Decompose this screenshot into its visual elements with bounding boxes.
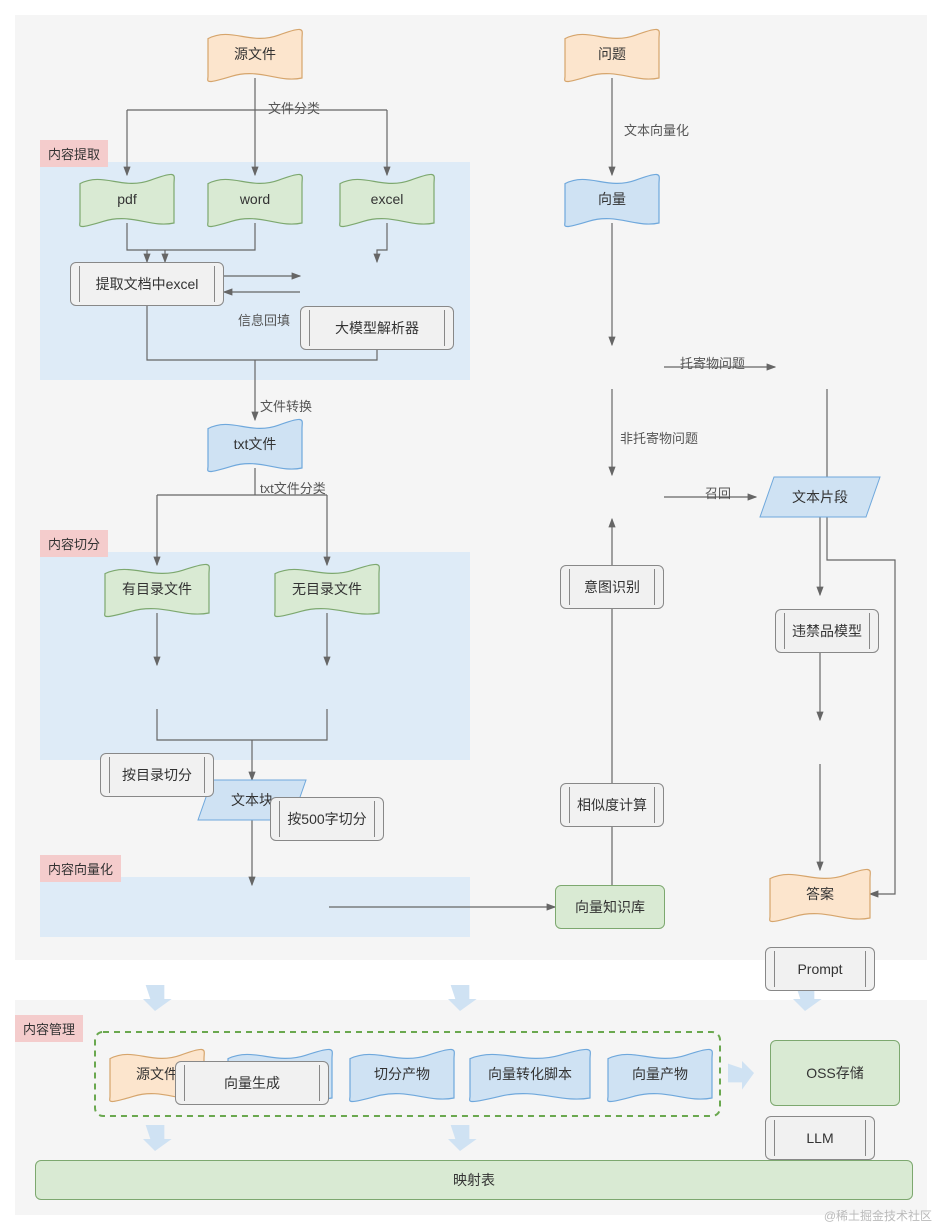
section-split-bg: [40, 552, 470, 760]
vecdb: 向量知识库: [555, 885, 665, 929]
split_dir: 按目录切分: [100, 753, 214, 797]
edge-label-info_backfill: 信息回填: [238, 310, 290, 329]
edge-label-consign: 托寄物问题: [680, 353, 745, 372]
edge-label-non_consign: 非托寄物问题: [620, 428, 698, 447]
edge-label-recall: 召回: [705, 483, 731, 502]
edge-label-text_vec: 文本向量化: [624, 120, 689, 139]
intent: 意图识别: [560, 565, 664, 609]
split_500: 按500字切分: [270, 797, 384, 841]
edge-label-file_convert: 文件转换: [260, 396, 312, 415]
contraband: 违禁品模型: [775, 609, 879, 653]
prompt: Prompt: [765, 947, 875, 991]
section-manage-label: 内容管理: [15, 1015, 83, 1042]
section-vectorize-bg: [40, 877, 470, 937]
section-vectorize-label: 内容向量化: [40, 855, 121, 882]
extract_excel: 提取文档中excel: [70, 262, 224, 306]
diagram-canvas: { "colors": { "page_bg": "#ffffff", "pan…: [0, 0, 942, 1230]
vecgen: 向量生成: [175, 1061, 329, 1105]
section-split-label: 内容切分: [40, 530, 108, 557]
top-panel: [15, 15, 927, 960]
llm: LLM: [765, 1116, 875, 1160]
edge-label-txt_classify: txt文件分类: [260, 478, 326, 497]
section-extract-label: 内容提取: [40, 140, 108, 167]
similarity: 相似度计算: [560, 783, 664, 827]
watermark: @稀土掘金技术社区: [824, 1207, 932, 1224]
edge-label-file_classify: 文件分类: [268, 98, 320, 117]
parser: 大模型解析器: [300, 306, 454, 350]
mapping-table: 映射表: [35, 1160, 913, 1200]
oss-storage: OSS存储: [770, 1040, 900, 1106]
